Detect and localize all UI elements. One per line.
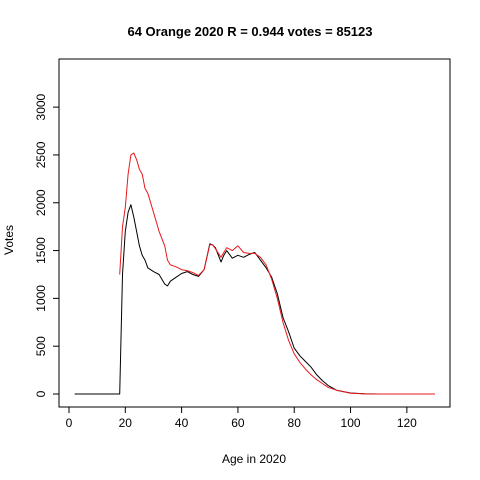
x-tick-label: 60	[231, 416, 245, 430]
y-tick-label: 500	[34, 336, 48, 356]
x-tick-label: 100	[341, 416, 361, 430]
y-axis: 0 500 1000 1500 2000 2500 3000	[34, 93, 60, 397]
x-tick-label: 40	[175, 416, 189, 430]
y-tick-label: 1500	[34, 237, 48, 264]
y-tick-label: 2500	[34, 141, 48, 168]
series-layer	[74, 152, 435, 395]
series-line-2	[119, 152, 435, 395]
x-tick-label: 120	[397, 416, 417, 430]
x-axis: 0 20 40 60 80 100 120	[66, 406, 417, 430]
y-tick-label: 0	[34, 390, 48, 397]
plot-frame	[58, 58, 451, 408]
y-axis-label: Votes	[2, 225, 16, 255]
x-tick-label: 80	[288, 416, 302, 430]
x-tick-label: 20	[119, 416, 133, 430]
x-tick-label: 0	[66, 416, 73, 430]
series-line-1	[74, 204, 435, 395]
chart-title: 64 Orange 2020 R = 0.944 votes = 85123	[127, 24, 372, 39]
y-tick-label: 3000	[34, 93, 48, 120]
x-axis-label: Age in 2020	[222, 452, 286, 466]
y-tick-label: 1000	[34, 285, 48, 312]
y-tick-label: 2000	[34, 189, 48, 216]
